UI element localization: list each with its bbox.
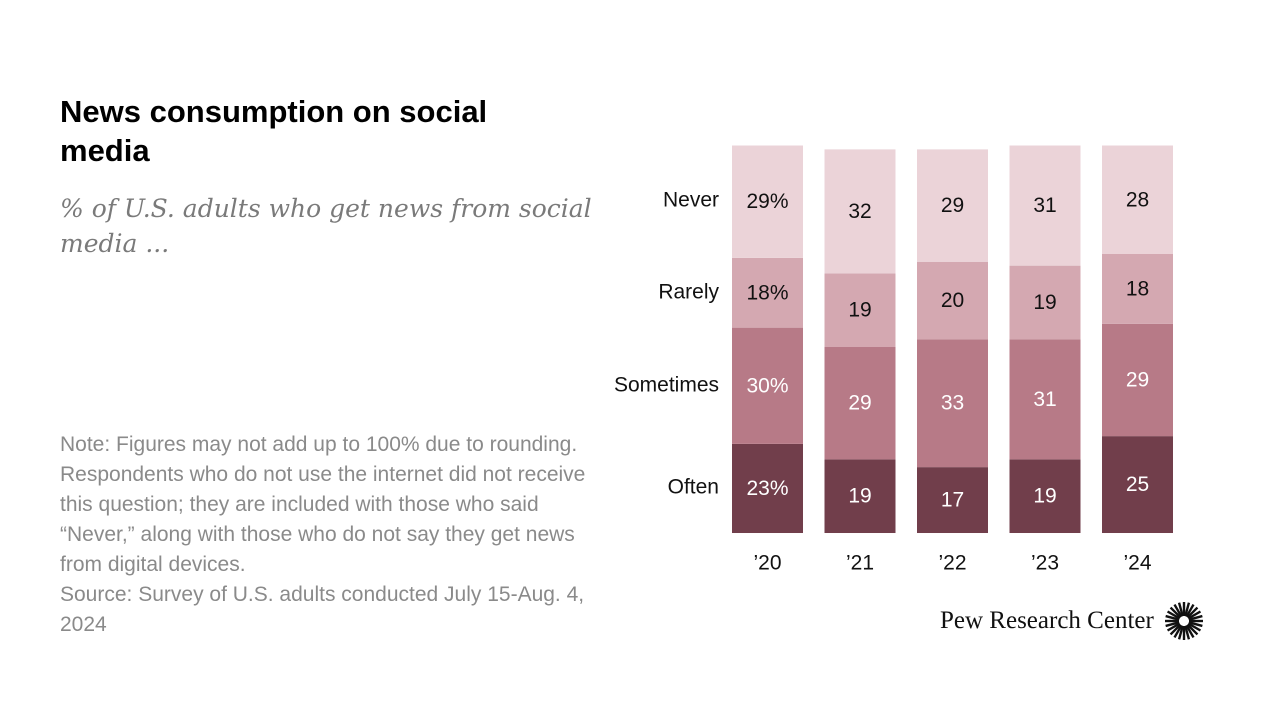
sunburst-ray	[1177, 625, 1184, 640]
bar-segment-never	[1102, 145, 1173, 254]
brand-lockup: Pew Research Center	[940, 602, 1204, 640]
bar-segment-rarely	[917, 261, 988, 340]
sunburst-ray	[1186, 606, 1199, 619]
chart-subtitle: % of U.S. adults who get news from socia…	[60, 194, 592, 258]
data-label-rarely: 19	[848, 299, 871, 322]
sunburst-ray	[1165, 621, 1180, 628]
data-label-never: 28	[1126, 188, 1149, 211]
sunburst-ray	[1165, 614, 1180, 621]
sunburst-ray	[1166, 610, 1181, 620]
x-tick-label: ’21	[846, 552, 874, 575]
x-tick-label: ’24	[1123, 552, 1151, 575]
note-text: Note: Figures may not add up to 100% due…	[60, 433, 586, 576]
bar-segment-rarely	[1009, 265, 1081, 340]
sunburst-ray	[1186, 623, 1199, 636]
bar-segment-never	[732, 145, 803, 258]
bar-segment-often	[1009, 459, 1081, 534]
bar-segment-never	[1009, 145, 1081, 266]
data-label-never: 29	[941, 194, 964, 217]
chart-title: News consumption on social media	[60, 94, 488, 168]
notes-block: Note: Figures may not add up to 100% due…	[60, 430, 605, 640]
data-label-often: 19	[1033, 485, 1056, 508]
data-label-rarely: 18	[1126, 277, 1149, 300]
data-label-often: 19	[848, 485, 871, 508]
data-label-never: 29%	[746, 190, 788, 213]
sunburst-ray	[1187, 610, 1201, 620]
data-label-never: 31	[1033, 194, 1056, 217]
sunburst-ray	[1173, 624, 1183, 639]
data-label-never: 32	[848, 200, 871, 223]
sunburst-ray	[1185, 624, 1195, 639]
bar-segment-never	[824, 149, 896, 274]
sunburst-ray	[1183, 625, 1190, 640]
data-label-sometimes: 33	[941, 392, 964, 415]
data-label-often: 23%	[746, 477, 788, 500]
sunburst-ray	[1173, 603, 1183, 618]
bar-segment-often	[917, 467, 988, 534]
data-label-often: 25	[1126, 473, 1149, 496]
bar-segment-often	[1102, 436, 1173, 534]
sunburst-ray	[1177, 602, 1184, 617]
sunburst-ray	[1185, 603, 1195, 618]
data-label-rarely: 19	[1033, 291, 1056, 314]
legend-label-sometimes: Sometimes	[614, 374, 719, 397]
sunburst-ray	[1188, 614, 1203, 621]
sunburst-ray	[1188, 621, 1203, 628]
data-label-sometimes: 30%	[746, 374, 788, 397]
bar-segment-rarely	[732, 257, 803, 328]
data-label-sometimes: 31	[1033, 388, 1056, 411]
data-label-often: 17	[941, 489, 964, 512]
bar-segment-often	[824, 459, 896, 534]
legend-label-never: Never	[663, 189, 719, 212]
sunburst-center	[1180, 617, 1188, 625]
bar-segment-sometimes	[1009, 339, 1081, 460]
data-label-rarely: 18%	[746, 281, 788, 304]
bar-segment-rarely	[1102, 254, 1173, 324]
x-tick-label: ’23	[1031, 552, 1059, 575]
bar-segment-sometimes	[917, 339, 988, 468]
x-tick-label: ’20	[753, 552, 781, 575]
bar-segment-never	[917, 149, 988, 262]
source-text: Source: Survey of U.S. adults conducted …	[60, 583, 585, 636]
bar-segment-sometimes	[1102, 323, 1173, 437]
x-tick-label: ’22	[938, 552, 966, 575]
brand-name: Pew Research Center	[940, 607, 1154, 634]
data-label-sometimes: 29	[1126, 368, 1149, 391]
bar-segment-rarely	[824, 273, 896, 348]
sunburst-ray	[1183, 602, 1190, 617]
pew-sunburst-icon	[1164, 602, 1203, 640]
sunburst-ray	[1169, 623, 1182, 636]
bar-segment-sometimes	[824, 347, 896, 460]
sunburst-ray	[1187, 622, 1201, 632]
bar-segment-sometimes	[732, 327, 803, 444]
sunburst-ray	[1166, 622, 1181, 632]
legend-label-often: Often	[668, 476, 719, 499]
bar-segment-often	[732, 443, 803, 534]
sunburst-ray	[1169, 606, 1182, 619]
legend-label-rarely: Rarely	[658, 281, 719, 304]
data-label-sometimes: 29	[848, 392, 871, 415]
data-label-rarely: 20	[941, 289, 964, 312]
